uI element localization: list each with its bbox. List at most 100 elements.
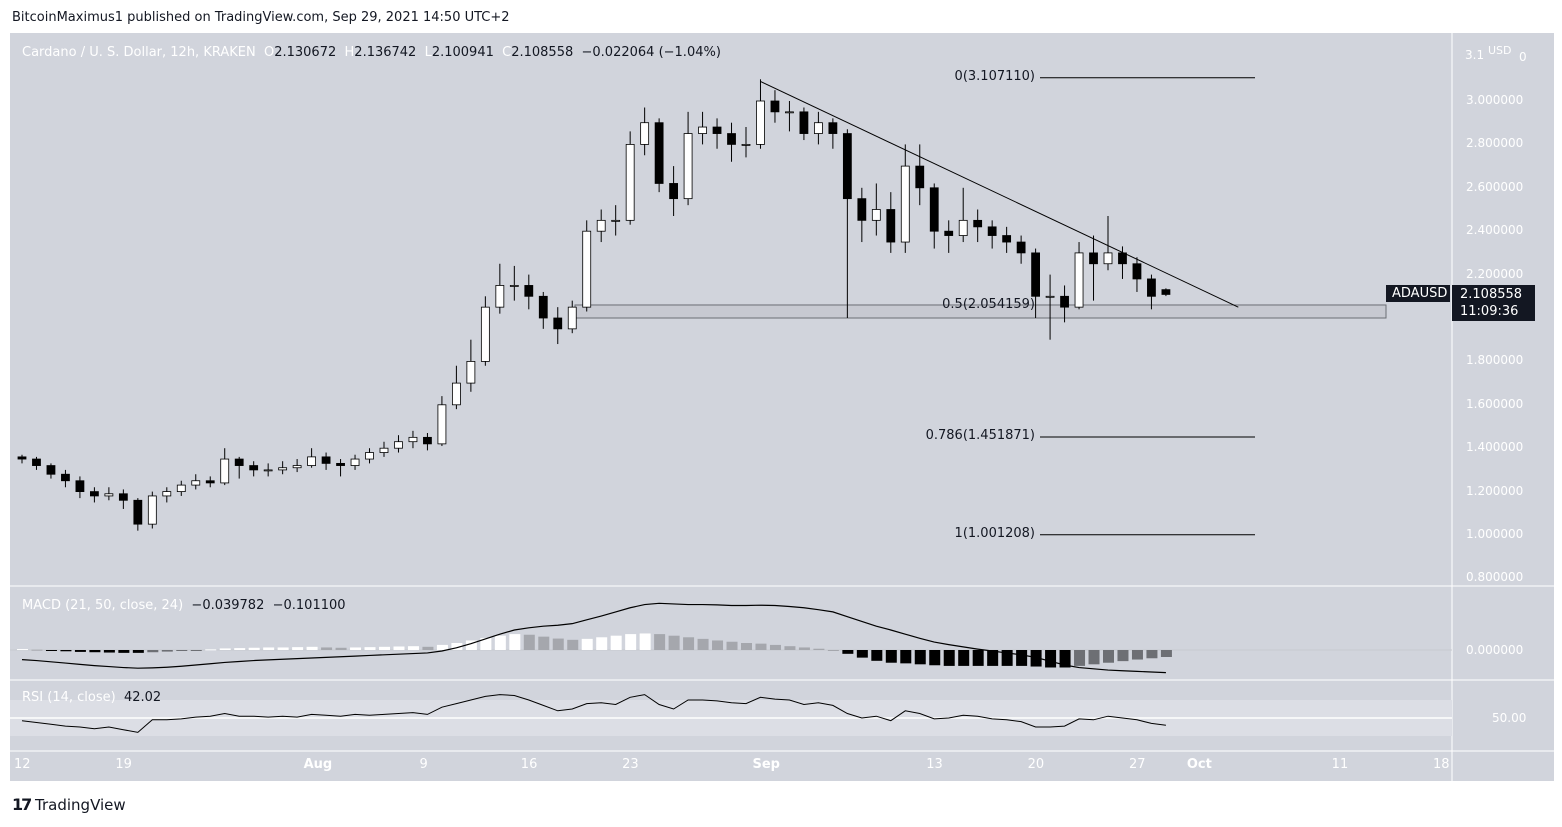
price-tick: 1.800000 xyxy=(1466,353,1524,368)
time-tick: Aug xyxy=(303,757,333,772)
macd-histogram-bar xyxy=(277,647,289,650)
macd-histogram-bar xyxy=(798,647,810,650)
macd-legend: MACD (21, 50, close, 24) −0.039782 −0.10… xyxy=(22,598,346,613)
macd-value-2: −0.101100 xyxy=(272,598,346,613)
low-label: L xyxy=(424,45,432,60)
fib-label: 0.786(1.451871) xyxy=(925,427,1035,443)
chart-frame[interactable] xyxy=(10,33,1554,781)
candle-down xyxy=(32,458,41,466)
candle-up xyxy=(900,165,910,243)
candle-up xyxy=(1045,295,1055,298)
candle-down xyxy=(321,456,331,464)
candle-down xyxy=(1060,295,1069,308)
price-tick: 1.600000 xyxy=(1466,396,1524,411)
macd-histogram-bar xyxy=(929,650,941,666)
macd-histogram-bar xyxy=(856,650,868,658)
macd-histogram-bar xyxy=(407,646,419,650)
candle-up xyxy=(176,484,186,492)
macd-histogram-bar xyxy=(523,634,535,650)
time-tick: 27 xyxy=(1128,757,1146,772)
legend: Cardano / U. S. Dollar, 12h, KRAKEN O2.1… xyxy=(22,45,721,60)
rsi-legend: RSI (14, close) 42.02 xyxy=(22,690,161,705)
candle-up xyxy=(437,404,447,445)
macd-histogram-bar xyxy=(900,650,912,664)
macd-histogram-bar xyxy=(234,648,246,650)
high-value: 2.136742 xyxy=(354,45,417,60)
candle-down xyxy=(770,100,780,113)
macd-value-1: −0.039782 xyxy=(191,598,265,613)
candle-up xyxy=(785,111,794,114)
candle-down xyxy=(973,219,983,228)
candle-down xyxy=(669,183,678,200)
macd-histogram-bar xyxy=(610,635,622,650)
currency-label: USD xyxy=(1488,44,1512,57)
price-tick: 1.000000 xyxy=(1466,527,1524,541)
time-tick: 23 xyxy=(622,757,639,772)
macd-histogram-bar xyxy=(712,640,724,650)
candle-down xyxy=(75,480,85,493)
time-tick: 11 xyxy=(1331,757,1349,772)
macd-histogram-bar xyxy=(755,643,767,650)
candle-up xyxy=(408,436,418,443)
rsi-value: 42.02 xyxy=(123,690,162,705)
macd-histogram-bar xyxy=(480,637,492,650)
candle-up xyxy=(640,122,650,145)
axis-top-right: 0 xyxy=(1519,50,1527,64)
candle-up xyxy=(466,360,476,384)
macd-histogram-bar xyxy=(784,646,796,650)
change-value: −0.022064 (−1.04%) xyxy=(581,45,721,60)
candle-down xyxy=(524,285,534,297)
candle-down xyxy=(654,122,664,184)
tradingview-logo[interactable]: 17 TradingView xyxy=(12,795,126,814)
macd-histogram-bar xyxy=(567,639,579,650)
candle-up xyxy=(162,491,172,497)
macd-histogram-bar xyxy=(1117,650,1129,662)
last-price: 2.108558 xyxy=(1460,287,1523,302)
macd-histogram-bar xyxy=(132,650,144,653)
macd-histogram-bar xyxy=(379,646,390,650)
time-tick: 20 xyxy=(1027,757,1045,772)
candle-up xyxy=(741,143,751,146)
candle-up xyxy=(756,100,765,145)
macd-histogram-bar xyxy=(364,647,376,650)
candle-down xyxy=(915,165,925,189)
macd-histogram-bar xyxy=(263,647,275,650)
fib-label: 1(1.001208) xyxy=(954,525,1035,541)
low-value: 2.100941 xyxy=(431,45,494,60)
macd-histogram-bar xyxy=(31,649,43,651)
macd-histogram-bar xyxy=(118,650,130,653)
price-tick: 1.400000 xyxy=(1466,440,1524,455)
candle-up xyxy=(451,382,461,406)
macd-histogram-bar xyxy=(1103,650,1114,663)
candle-up xyxy=(292,465,302,469)
time-tick: 12 xyxy=(14,757,31,772)
macd-histogram-bar xyxy=(147,650,159,653)
high-label: H xyxy=(344,45,355,60)
candle-up xyxy=(1103,252,1113,265)
macd-histogram-bar xyxy=(393,646,405,650)
macd-histogram-bar xyxy=(596,637,608,650)
macd-histogram-bar xyxy=(639,633,651,650)
candle-down xyxy=(17,456,27,460)
macd-histogram-bar xyxy=(465,640,477,650)
candle-up xyxy=(625,143,635,221)
candle-up xyxy=(147,495,157,525)
candle-down xyxy=(1132,263,1142,280)
fib-label: 0(3.107110) xyxy=(954,68,1035,84)
candle-down xyxy=(1161,289,1171,295)
candle-up xyxy=(958,219,968,236)
macd-histogram-bar xyxy=(987,650,999,666)
candle-up xyxy=(263,469,273,472)
candle-down xyxy=(842,133,852,200)
candle-up xyxy=(814,122,823,134)
candle-down xyxy=(1118,252,1127,265)
candle-up xyxy=(394,441,403,449)
close-label: C xyxy=(502,45,512,60)
macd-histogram-bar xyxy=(176,650,188,651)
macd-histogram-bar xyxy=(248,647,260,650)
candle-down xyxy=(1147,278,1156,297)
rsi-line xyxy=(21,694,1166,733)
candle-up xyxy=(191,480,201,486)
candle-up xyxy=(495,285,505,308)
